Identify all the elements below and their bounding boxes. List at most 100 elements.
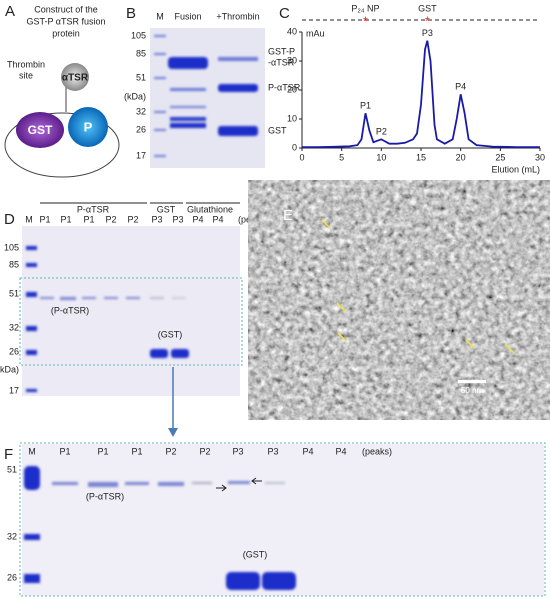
lane-label: (peaks) <box>238 214 268 224</box>
group-label: P-αTSR <box>77 204 110 214</box>
panel-label: C <box>279 5 290 22</box>
panel-label: B <box>126 5 136 22</box>
mw-label: 105 <box>4 242 19 252</box>
band-label: -αTSR <box>268 57 295 67</box>
panel-label: E <box>283 207 293 224</box>
group-label: GST <box>157 204 176 214</box>
lane-label: P3 <box>172 214 183 224</box>
peak-label: P4 <box>455 82 466 92</box>
lane-label: P1 <box>59 446 70 456</box>
y-tick-label: 20 <box>287 84 297 94</box>
scale-label: 50 nm <box>461 386 484 395</box>
mw-unit: (kDa) <box>0 364 19 374</box>
mw-label: 32 <box>9 322 19 332</box>
construct-title: GST-P αTSR fusion <box>26 16 105 26</box>
panel-a: A Construct of the GST-P αTSR fusion pro… <box>4 3 120 178</box>
lane-label: P1 <box>131 446 142 456</box>
lane-label: P1 <box>97 446 108 456</box>
panel-label: A <box>5 3 15 20</box>
x-tick-label: 30 <box>535 152 545 162</box>
bands <box>26 246 189 392</box>
tsr-domain <box>61 63 89 91</box>
tem-texture <box>275 200 542 400</box>
mw-label: 17 <box>136 150 146 160</box>
peak-label: P3 <box>422 28 433 38</box>
arrow-head <box>168 428 178 437</box>
lane-label: P1 <box>60 214 71 224</box>
band-label: (GST) <box>158 329 183 339</box>
lane-label: P3 <box>151 214 162 224</box>
mw-unit: (kDa) <box>124 91 146 101</box>
lane-label: P1 <box>83 214 94 224</box>
gel <box>22 444 544 596</box>
lane-label: P4 <box>302 446 313 456</box>
arrow <box>251 477 262 485</box>
x-tick-label: 5 <box>339 152 344 162</box>
lane-label: M <box>156 11 164 21</box>
lane-label: P1 <box>39 214 50 224</box>
band-label: GST-P <box>268 46 295 56</box>
band-label: (P-αTSR) <box>86 491 124 501</box>
lane-label: (peaks) <box>362 446 392 456</box>
lane-label: P3 <box>232 446 243 456</box>
panel-b: B M Fusion +Thrombin 105 85 51 (kDa) 32 … <box>124 5 301 168</box>
mw-label: 17 <box>9 385 19 395</box>
fraction-label: P₂₄ NP <box>351 3 379 13</box>
mw-label: 51 <box>136 72 146 82</box>
p-domain <box>68 107 108 147</box>
band-label: (GST) <box>243 549 268 559</box>
panel-label: D <box>4 211 15 228</box>
panel-label: F <box>4 446 13 463</box>
band-label: P-αTSR <box>268 82 301 92</box>
mw-label: 32 <box>136 106 146 116</box>
site-label: site <box>19 70 33 80</box>
panel-d: D P-αTSR GST Glutathione M P1 P1 P1 P2 P2 P3 P3… <box>0 202 268 437</box>
mw-label: 32 <box>7 531 17 541</box>
peak-label: P1 <box>360 101 371 111</box>
selection-box <box>19 277 243 366</box>
fraction-marker: * <box>425 13 430 28</box>
x-axis-label: Elution (mL) <box>491 164 540 174</box>
lane-label: +Thrombin <box>216 11 259 21</box>
site-label: Thrombin <box>7 59 45 69</box>
chromatogram-line <box>302 40 540 148</box>
y-tick-label: 40 <box>287 26 297 36</box>
lane-label: P4 <box>335 446 346 456</box>
lane-label: P4 <box>192 214 203 224</box>
mw-label: 85 <box>136 48 146 58</box>
lane-label: P2 <box>199 446 210 456</box>
gel <box>22 226 240 396</box>
y-tick-label: 10 <box>287 113 297 123</box>
mw-label: 26 <box>136 124 146 134</box>
peak-label: P2 <box>376 127 387 137</box>
mw-label: 51 <box>7 464 17 474</box>
fraction-label: GST <box>418 3 437 13</box>
bands <box>154 35 258 157</box>
mw-label: 105 <box>131 30 146 40</box>
plasmid <box>4 112 120 178</box>
lane-label: M <box>25 214 33 224</box>
selection-box <box>19 442 546 597</box>
x-tick-label: 15 <box>416 152 426 162</box>
tsr-label: αTSR <box>62 73 89 84</box>
lane-label: P2 <box>165 446 176 456</box>
lane-label: Fusion <box>174 11 201 21</box>
panel-c: C 0 10 20 30 40 0 5 10 15 20 25 30 mAu Elution (mL) P1… <box>279 3 545 174</box>
gst-domain <box>16 112 64 148</box>
lane-label: P2 <box>105 214 116 224</box>
band-label: GST <box>268 125 287 135</box>
bands <box>24 466 296 590</box>
particle-arrows <box>321 219 515 354</box>
x-tick-label: 25 <box>495 152 505 162</box>
arrow <box>216 484 227 492</box>
mw-label: 26 <box>9 346 19 356</box>
construct-title: protein <box>52 28 80 38</box>
y-tick-label: 0 <box>292 142 297 152</box>
construct-title: Construct of the <box>34 4 98 14</box>
p-label: P <box>84 119 93 134</box>
y-tick-label: 30 <box>287 55 297 65</box>
mw-label: 26 <box>7 572 17 582</box>
panel-e: E 50 nm <box>275 200 542 400</box>
panel-f: F M P1 P1 P1 P2 P2 P3 P3 P4 P4 (peaks) 51 32 26 (P… <box>4 442 546 597</box>
group-label: Glutathione <box>187 204 233 214</box>
